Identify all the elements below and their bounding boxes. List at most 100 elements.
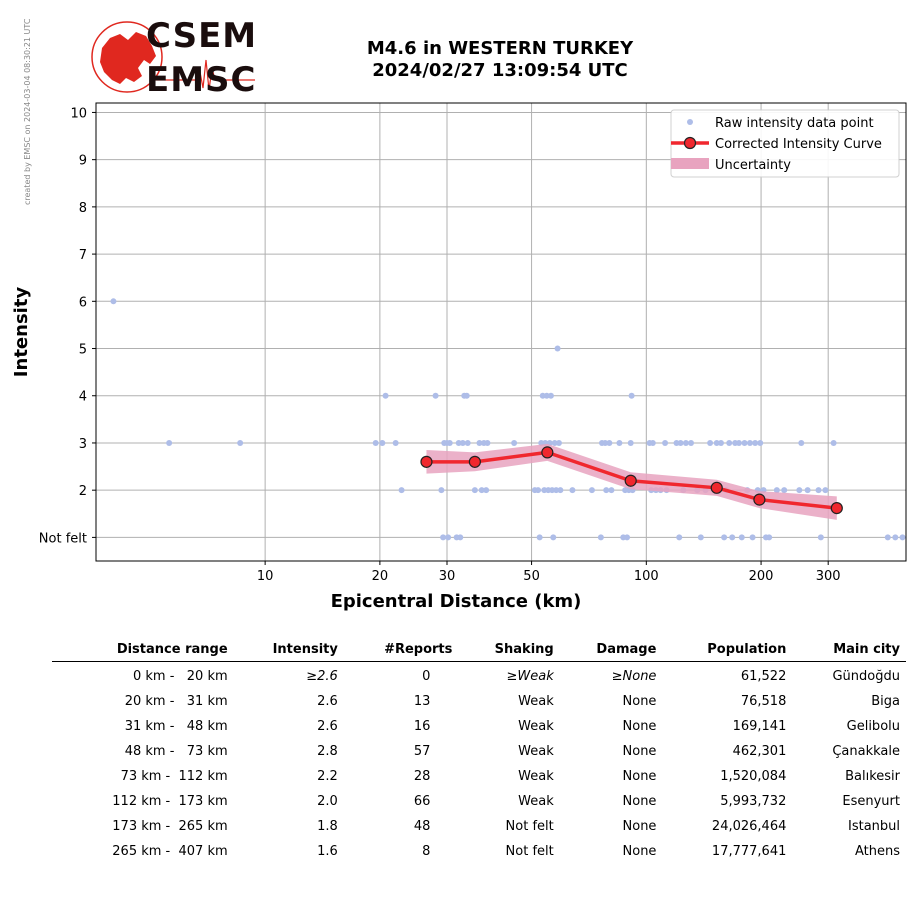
legend-curve-label: Corrected Intensity Curve bbox=[715, 137, 882, 152]
y-tick-label: 3 bbox=[79, 437, 87, 452]
raw-point bbox=[237, 439, 244, 446]
header-population: Population bbox=[662, 640, 793, 662]
y-tick-label: 8 bbox=[79, 201, 87, 216]
cell-reports: 48 bbox=[413, 819, 431, 834]
table-row: 0 km - 20 km ≥2.6 0 ≥Weak ≥None 61,522 Gündoğd… bbox=[52, 662, 906, 690]
raw-point bbox=[392, 439, 399, 446]
legend-raw-marker bbox=[687, 119, 693, 125]
cell-shaking: Weak bbox=[518, 769, 554, 784]
cell-city: Biga bbox=[871, 694, 900, 709]
cell-city: Çanakkale bbox=[832, 744, 900, 759]
raw-point bbox=[688, 439, 695, 446]
cell-population: 17,777,641 bbox=[711, 844, 787, 859]
cell-damage: None bbox=[622, 744, 657, 759]
raw-point bbox=[550, 534, 557, 541]
cell-intensity: 2.0 bbox=[317, 794, 338, 809]
raw-point bbox=[484, 439, 491, 446]
raw-point bbox=[676, 534, 683, 541]
raw-point bbox=[798, 439, 805, 446]
raw-point bbox=[757, 439, 764, 446]
header-shaking: Shaking bbox=[458, 640, 560, 662]
raw-point bbox=[608, 487, 615, 494]
curve-point bbox=[753, 493, 766, 506]
curve-point bbox=[710, 481, 723, 494]
raw-point bbox=[606, 439, 613, 446]
raw-point bbox=[553, 487, 560, 494]
raw-point bbox=[815, 487, 822, 494]
cell-population: 169,141 bbox=[732, 719, 787, 734]
raw-point bbox=[616, 439, 623, 446]
raw-point bbox=[478, 487, 485, 494]
cell-damage: None bbox=[622, 694, 657, 709]
raw-point bbox=[746, 439, 753, 446]
x-tick-label: 30 bbox=[439, 569, 456, 584]
x-tick-label: 100 bbox=[634, 569, 659, 584]
y-tick-label: 7 bbox=[79, 248, 87, 263]
raw-point bbox=[602, 439, 609, 446]
raw-point bbox=[543, 392, 550, 399]
raw-point bbox=[741, 439, 748, 446]
cell-damage: None bbox=[622, 769, 657, 784]
cell-range: 112 km - 173 km bbox=[112, 794, 228, 809]
raw-point bbox=[781, 487, 788, 494]
table-row: 112 km - 173 km 2.0 66 Weak None 5,993,732 Ese… bbox=[52, 789, 906, 814]
cell-range: 20 km - 31 km bbox=[124, 694, 228, 709]
chart-subtitle: 2024/02/27 13:09:54 UTC bbox=[372, 60, 628, 81]
cell-intensity: 1.6 bbox=[317, 844, 338, 859]
raw-point bbox=[817, 534, 824, 541]
table-row: 265 km - 407 km 1.6 8 Not felt None 17,777,64… bbox=[52, 839, 906, 864]
cell-damage: ≥None bbox=[611, 669, 657, 684]
legend-raw-label: Raw intensity data point bbox=[715, 116, 874, 131]
raw-point bbox=[628, 392, 635, 399]
table-row: 173 km - 265 km 1.8 48 Not felt None 24,026,4… bbox=[52, 814, 906, 839]
raw-point bbox=[726, 439, 733, 446]
cell-damage: None bbox=[622, 719, 657, 734]
cell-city: Istanbul bbox=[847, 819, 900, 834]
raw-point bbox=[445, 534, 452, 541]
table-header-row: Distance range Intensity #Reports Shaking Da… bbox=[52, 640, 906, 662]
curve-point bbox=[624, 474, 637, 487]
raw-point bbox=[627, 439, 634, 446]
raw-point bbox=[557, 487, 564, 494]
curve-point bbox=[541, 446, 554, 459]
x-axis-label: Epicentral Distance (km) bbox=[331, 591, 582, 612]
raw-point bbox=[446, 439, 453, 446]
header-intensity: Intensity bbox=[233, 640, 344, 662]
raw-point bbox=[682, 439, 689, 446]
raw-point bbox=[471, 487, 478, 494]
y-tick-label: 9 bbox=[79, 154, 87, 169]
raw-point bbox=[735, 439, 742, 446]
raw-point bbox=[649, 439, 656, 446]
legend-curve-marker bbox=[683, 136, 697, 150]
cell-shaking: Not felt bbox=[505, 819, 554, 834]
cell-city: Balıkesir bbox=[845, 769, 900, 784]
cell-city: Gündoğdu bbox=[832, 669, 900, 684]
cell-city: Esenyurt bbox=[842, 794, 900, 809]
cell-reports: 66 bbox=[413, 794, 431, 809]
raw-point bbox=[713, 439, 720, 446]
raw-point bbox=[432, 392, 439, 399]
cell-range: 73 km - 112 km bbox=[120, 769, 228, 784]
raw-point bbox=[752, 439, 759, 446]
x-tick-label: 50 bbox=[523, 569, 540, 584]
chart-title: M4.6 in WESTERN TURKEY bbox=[366, 38, 634, 59]
raw-point bbox=[884, 534, 891, 541]
cell-range: 265 km - 407 km bbox=[112, 844, 228, 859]
cell-range: 31 km - 48 km bbox=[124, 719, 228, 734]
table-row: 20 km - 31 km 2.6 13 Weak None 76,518 Biga bbox=[52, 689, 906, 714]
cell-reports: 8 bbox=[422, 844, 431, 859]
x-tick-label: 10 bbox=[257, 569, 274, 584]
cell-shaking: Weak bbox=[518, 744, 554, 759]
cell-intensity: 2.2 bbox=[317, 769, 338, 784]
cell-damage: None bbox=[622, 794, 657, 809]
curve-point bbox=[420, 455, 433, 468]
cell-population: 61,522 bbox=[740, 669, 787, 684]
curve-point bbox=[468, 455, 481, 468]
cell-shaking: Weak bbox=[518, 794, 554, 809]
raw-point bbox=[677, 439, 684, 446]
raw-point bbox=[536, 534, 543, 541]
raw-point bbox=[899, 534, 906, 541]
raw-point bbox=[476, 439, 483, 446]
legend: Raw intensity data point Corrected Intens… bbox=[670, 109, 900, 178]
cell-shaking: Not felt bbox=[505, 844, 554, 859]
